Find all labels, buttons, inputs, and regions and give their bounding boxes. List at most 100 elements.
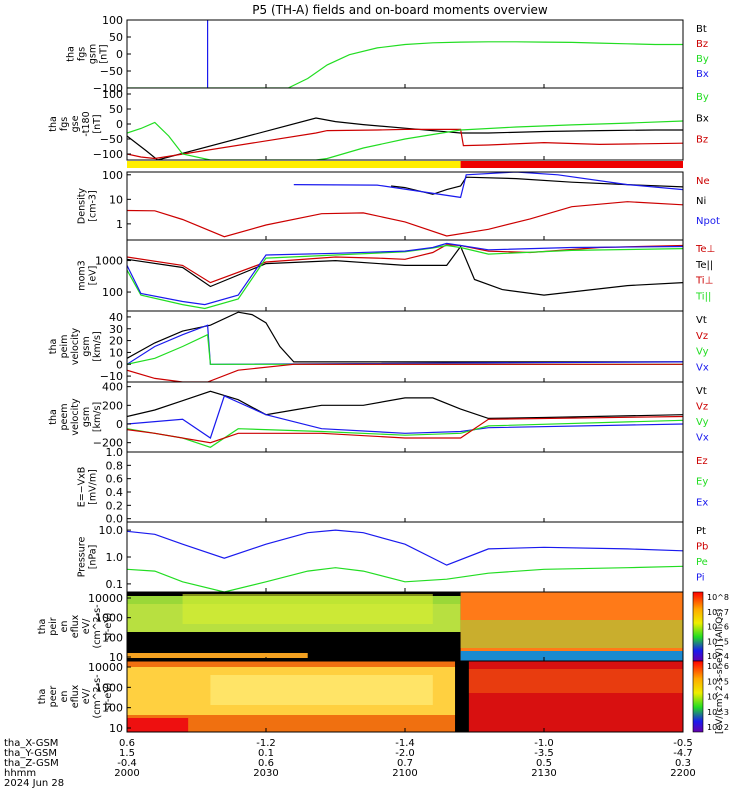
y-tick-label: 100 [102, 286, 123, 299]
x-axis-value: -4.7 [673, 748, 693, 759]
legend-Pe: Pe [696, 557, 708, 568]
y-tick-label: 0.0 [106, 513, 124, 526]
series-group [127, 172, 683, 238]
legend-Vy: Vy [696, 347, 709, 358]
y-tick-label: −200 [93, 437, 123, 450]
y-tick-label: 0.2 [106, 499, 124, 512]
legend-Pt: Pt [696, 526, 706, 537]
y-axis-label: tha [37, 689, 48, 705]
legend-Vz: Vz [696, 402, 708, 413]
colorbar-tick-label: 10^6 [707, 662, 729, 671]
series-Pi [127, 529, 683, 566]
series-group [127, 117, 683, 160]
series-By [127, 120, 683, 160]
colorbar [692, 660, 704, 733]
spectrogram-gap [455, 661, 469, 732]
colorbar-tick-label: 10^8 [707, 593, 729, 602]
y-axis-label: sr-eV) [103, 613, 114, 641]
legend-Vt: Vt [696, 386, 707, 397]
legend-By: By [696, 92, 709, 103]
series-group [127, 242, 683, 310]
y-axis-label: Density [77, 188, 88, 224]
x-axis-value: 0.5 [536, 758, 552, 769]
mode-bar-segment [460, 161, 683, 168]
y-tick-label: 0 [116, 48, 123, 61]
legend-Pb: Pb [696, 542, 708, 553]
spectrogram-band [182, 594, 433, 624]
y-tick-label: 0.6 [106, 473, 124, 486]
y-tick-label: 100 [102, 702, 123, 715]
x-axis-value: 0.7 [397, 758, 413, 769]
y-tick-label: 1000 [95, 681, 123, 694]
legend-Vz: Vz [696, 331, 708, 342]
y-axis-label: en [59, 621, 70, 633]
y-axis-label: [km/s] [92, 402, 103, 432]
series-Vz [127, 415, 683, 444]
y-axis-label: [nPa] [88, 545, 99, 570]
colorbar-tick-label: 10^4 [707, 693, 729, 702]
y-axis-label: peir [48, 617, 59, 636]
y-axis-label: en [59, 691, 70, 703]
y-axis-label: sr-eV) [103, 683, 114, 711]
series-Ti|| [127, 244, 683, 310]
y-tick-label: 20 [109, 335, 123, 348]
x-axis-value: -1.0 [534, 738, 554, 749]
y-tick-label: 10.0 [99, 524, 124, 537]
y-tick-label: 10000 [88, 661, 123, 674]
series-group [127, 20, 683, 88]
y-tick-label: 100 [102, 169, 123, 182]
x-axis-row-label: tha_Y-GSM [4, 748, 57, 759]
legend-Npot: Npot [696, 216, 720, 227]
y-tick-label: 10000 [88, 592, 123, 605]
colorbar-tick-label: 10^2 [707, 723, 729, 732]
legend-Ti⊥: Ti⊥ [695, 276, 713, 287]
panel-peem_velocity_gsm: Vt Vz Vy Vx 400 200 0 −200 tha peem velocity gsm [km… [48, 381, 709, 453]
spectrogram-band [468, 669, 683, 693]
panel-frame [126, 451, 684, 523]
y-tick-label: 0 [116, 418, 123, 431]
y-tick-label: 1000 [95, 255, 123, 268]
panel-peir: 10^8 10^7 10^6 10^5 10^4 10000 1000 100 10 tha pei… [37, 591, 729, 664]
x-axis-value: -2.0 [395, 748, 415, 759]
y-axis-label: [km/s] [92, 331, 103, 361]
panel-fgs_gsm: Bt Bz By Bx 100 50 0 −50 −100 tha fgs gsm [nT] [66, 14, 709, 95]
legend-Te⊥: Te⊥ [695, 244, 715, 255]
y-axis-label: eflux [70, 684, 81, 708]
colorbar [692, 591, 704, 662]
spectrogram-peer [127, 661, 683, 732]
y-axis-label: gsm [88, 44, 99, 64]
y-tick-label: 0 [116, 118, 123, 131]
y-tick-label: 1.0 [106, 446, 124, 459]
colorbar-tick-label: 10^6 [707, 623, 729, 632]
y-tick-label: 10 [109, 346, 123, 359]
panel-pressure: Pt Pb Pe Pi 10.0 1.0 0.1 Pressure [nPa] [77, 521, 708, 593]
y-tick-label: 1000 [95, 612, 123, 625]
y-axis-label: fgs [77, 47, 88, 61]
legend-Bz: Bz [696, 135, 708, 146]
y-axis-label: [mV/m] [88, 469, 99, 505]
legend-Te||: Te|| [695, 260, 713, 271]
legend-Bt: Bt [696, 24, 707, 35]
colorbar-tick-label: 10^4 [707, 652, 729, 661]
x-axis-value: 2200 [670, 768, 695, 779]
y-axis-label: mom3 [77, 260, 88, 290]
spectrogram-band [460, 651, 683, 661]
y-axis-label: peer [48, 686, 59, 708]
colorbar-tick-label: 10^5 [707, 637, 729, 646]
legend-Vt: Vt [696, 315, 707, 326]
series-group [127, 529, 683, 592]
x-axis-value: 2030 [253, 768, 278, 779]
y-tick-label: −10 [100, 370, 123, 383]
spectrogram-band [210, 675, 433, 705]
x-axis-value: -0.4 [117, 758, 137, 769]
panel-moments: Te⊥ Te|| Ti⊥ Ti|| 1000 100 mom3 [eV] [77, 239, 715, 312]
x-axis-value: -1.2 [256, 738, 276, 749]
series-Vt [127, 390, 683, 420]
y-tick-label: 10 [109, 722, 123, 735]
panel-density: Ne Ni Npot 100 10 1 Density [cm-3] [77, 169, 720, 241]
legend-Ex: Ex [696, 497, 708, 508]
x-axis-value: 0.6 [119, 738, 135, 749]
series-Npot [293, 172, 683, 199]
colorbar-tick-label: 10^5 [707, 677, 729, 686]
